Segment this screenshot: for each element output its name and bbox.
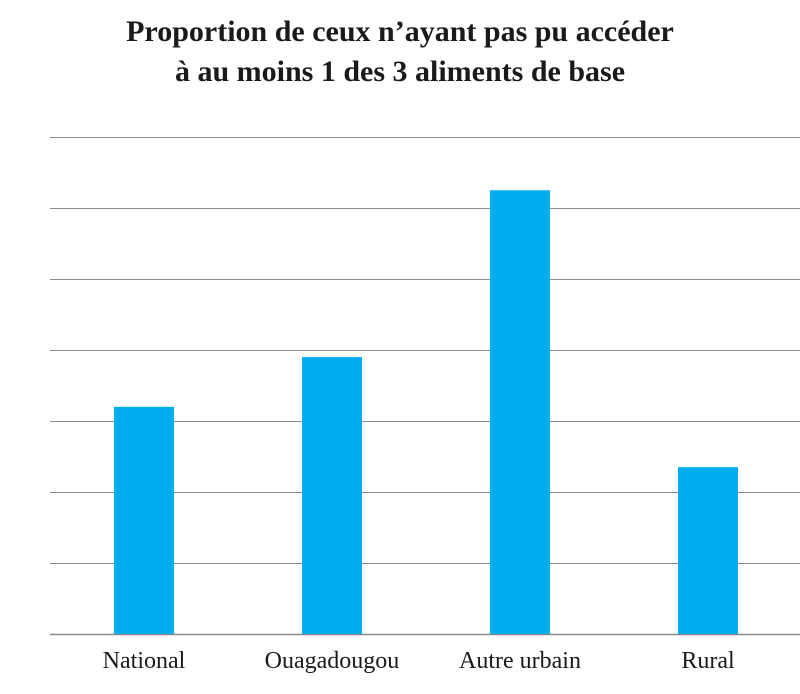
- category-label: National: [103, 648, 186, 674]
- gridlines: [50, 137, 800, 636]
- category-labels: National Ouagadougou Autre urbain Rural: [103, 648, 735, 674]
- chart-title-line-2: à au moins 1 des 3 aliments de base: [174, 55, 626, 88]
- category-label: Ouagadougou: [265, 648, 400, 674]
- bar-rural: [678, 467, 738, 634]
- category-label: Rural: [681, 648, 735, 674]
- bar-national: [114, 406, 174, 634]
- bar-ouagadougou: [302, 357, 362, 634]
- bar-autre-urbain: [490, 190, 550, 634]
- chart-title: Proportion de ceux n’ayant pas pu accéde…: [0, 12, 800, 92]
- bars: [114, 190, 738, 634]
- chart-title-line-1: Proportion de ceux n’ayant pas pu accéde…: [126, 15, 674, 48]
- category-label: Autre urbain: [459, 648, 581, 674]
